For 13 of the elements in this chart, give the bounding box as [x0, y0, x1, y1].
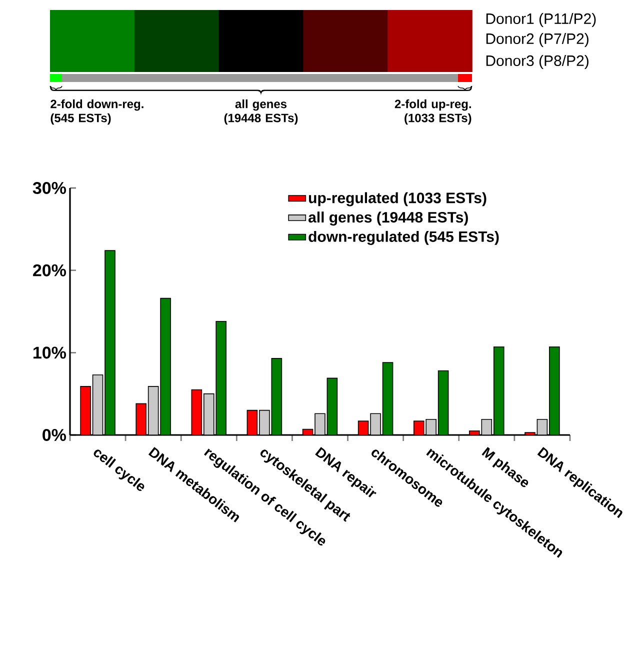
- legend-label: all genes (19448 ESTs): [308, 212, 468, 226]
- text: 2-fold up-reg. (1033 ESTs): [394, 99, 472, 125]
- legend-label: up-regulated (1033 ESTs): [308, 192, 486, 206]
- y-tick-label: 20%: [33, 264, 66, 276]
- y-tick-label: 30%: [32, 182, 66, 194]
- text: Donor3 (P8/P2): [486, 55, 588, 69]
- text: Donor1 (P11/P2): [486, 13, 596, 27]
- y-tick-label: 10%: [34, 346, 66, 359]
- y-tick-label: 0%: [42, 428, 66, 442]
- text: 2-fold down-reg. (545 ESTs): [50, 99, 144, 125]
- legend-label: down-regulated (545 ESTs): [308, 230, 499, 245]
- text: Donor2 (P7/P2): [486, 33, 588, 47]
- text: all genes (19448 ESTs): [224, 99, 298, 125]
